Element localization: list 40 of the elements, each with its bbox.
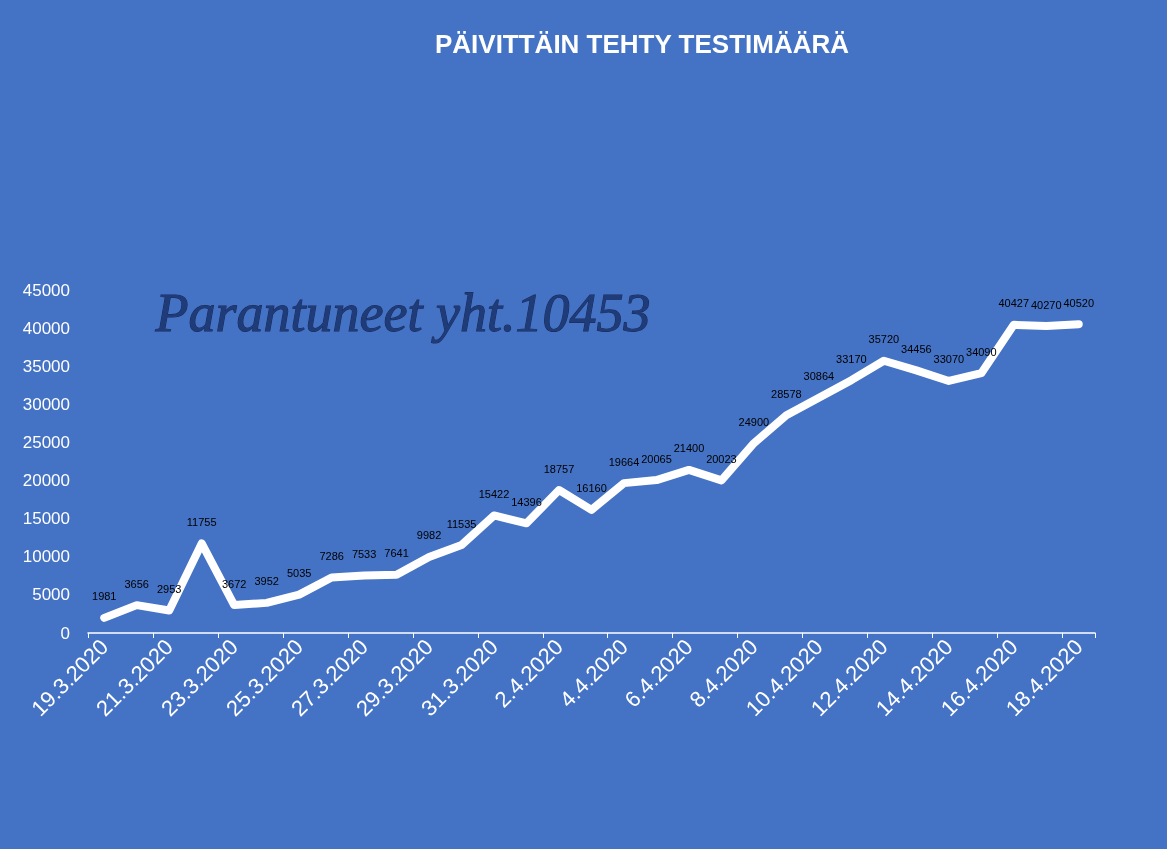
data-label: 20023 bbox=[706, 452, 737, 465]
data-label: 28578 bbox=[771, 387, 802, 400]
data-label: 15422 bbox=[478, 487, 510, 500]
y-tick-label: 20000 bbox=[22, 471, 70, 491]
data-label: 5035 bbox=[286, 567, 312, 580]
data-label: 33170 bbox=[836, 352, 867, 365]
data-label: 7286 bbox=[319, 549, 344, 562]
data-label: 11755 bbox=[186, 515, 217, 528]
y-tick-label: 45000 bbox=[22, 280, 70, 300]
data-label: 40520 bbox=[1063, 296, 1095, 309]
data-label: 1981 bbox=[92, 590, 117, 603]
data-label: 7533 bbox=[351, 548, 377, 561]
y-tick-label: 40000 bbox=[22, 318, 70, 338]
data-label: 3952 bbox=[254, 575, 279, 588]
y-tick-label: 0 bbox=[60, 623, 70, 643]
data-label: 35720 bbox=[868, 333, 900, 346]
data-label: 16160 bbox=[576, 482, 607, 495]
data-label: 7641 bbox=[384, 547, 409, 560]
annotation: Parantuneet yht.10453 bbox=[154, 282, 651, 343]
y-tick-label: 30000 bbox=[22, 394, 70, 414]
data-label: 34456 bbox=[901, 342, 932, 355]
data-label: 33070 bbox=[933, 353, 965, 366]
y-tick-label: 15000 bbox=[22, 509, 70, 529]
data-label: 9982 bbox=[416, 529, 442, 542]
data-label: 21400 bbox=[673, 442, 705, 455]
data-label: 19664 bbox=[608, 455, 640, 468]
data-label: 3656 bbox=[124, 577, 149, 590]
y-tick-label: 35000 bbox=[22, 356, 70, 376]
data-label: 18757 bbox=[543, 462, 575, 475]
y-tick-label: 10000 bbox=[22, 547, 70, 567]
y-tick-label: 5000 bbox=[32, 585, 70, 605]
chart-title: PÄIVITTÄIN TEHTY TESTIMÄÄRÄ bbox=[434, 29, 850, 59]
data-label: 11535 bbox=[446, 517, 477, 530]
data-label: 20065 bbox=[641, 452, 672, 465]
data-label: 24900 bbox=[738, 415, 770, 428]
y-tick-label: 25000 bbox=[22, 432, 70, 452]
data-label: 30864 bbox=[803, 370, 835, 383]
data-label: 40427 bbox=[998, 297, 1030, 310]
data-label: 40270 bbox=[1030, 298, 1062, 311]
data-label: 14396 bbox=[511, 495, 542, 508]
